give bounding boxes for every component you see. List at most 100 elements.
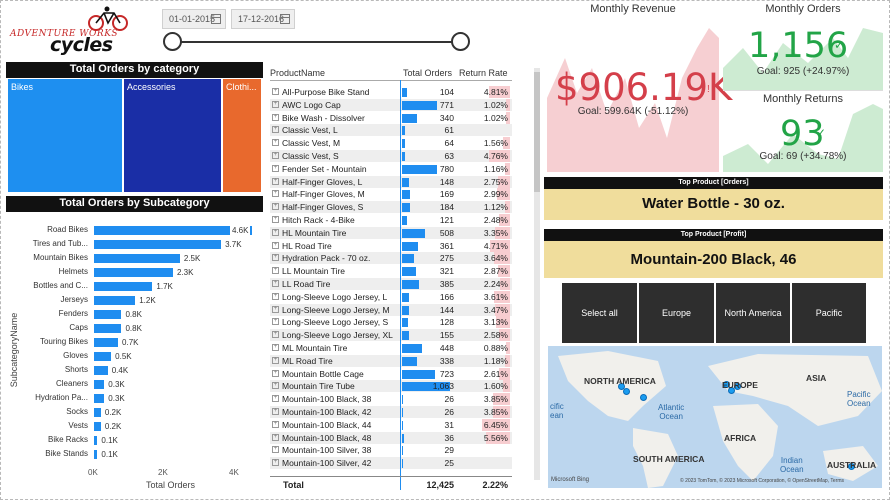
subcategory-bar[interactable] (94, 394, 105, 403)
expand-icon[interactable]: + (272, 152, 279, 159)
col-header-product[interactable]: ProductName (270, 68, 326, 78)
date-range-start-handle[interactable] (163, 32, 182, 51)
table-row[interactable]: + Fender Set - Mountain (270, 163, 512, 175)
map-pin-icon[interactable] (623, 388, 630, 395)
expand-icon[interactable]: + (272, 420, 279, 428)
table-row[interactable]: + All-Purpose Bike Stand (270, 86, 512, 98)
table-row[interactable]: + Bike Wash - Dissolver (270, 112, 512, 124)
table-row[interactable]: + Half-Finger Gloves, S (270, 201, 512, 214)
table-row[interactable]: + Mountain Bottle Cage (270, 368, 512, 380)
table-row[interactable]: + Classic Vest, M (270, 137, 512, 149)
expand-icon[interactable]: + (272, 254, 279, 262)
subcategory-bar[interactable] (94, 338, 119, 347)
expand-icon[interactable]: + (272, 139, 279, 147)
expand-icon[interactable]: + (272, 164, 279, 172)
table-row[interactable]: + Hitch Rack - 4-Bike (270, 214, 512, 226)
treemap-tile-bikes[interactable]: Bikes (8, 79, 122, 192)
col-header-orders[interactable]: Total Orders (403, 68, 453, 78)
expand-icon[interactable]: + (272, 356, 279, 364)
subcategory-bar[interactable] (94, 310, 122, 319)
world-map[interactable]: NORTH AMERICA EUROPE ASIA AFRICA SOUTH A… (548, 346, 882, 488)
subcategory-bar[interactable] (94, 408, 101, 417)
region-pacific-button[interactable]: Pacific (792, 283, 866, 343)
expand-icon[interactable]: + (272, 100, 279, 108)
expand-icon[interactable]: + (272, 382, 279, 390)
expand-icon[interactable]: + (272, 433, 279, 441)
table-row[interactable]: + Half-Finger Gloves, L (270, 175, 512, 188)
expand-icon[interactable]: + (272, 446, 279, 454)
calendar-icon[interactable] (280, 14, 290, 24)
date-range-slider-track[interactable] (172, 41, 460, 43)
subcategory-bar[interactable] (94, 422, 101, 431)
expand-icon[interactable]: + (272, 459, 279, 467)
subcategory-bar[interactable] (94, 352, 112, 361)
map-pin-icon[interactable] (848, 463, 855, 470)
table-row[interactable]: + Hydration Pack - 70 oz. (270, 252, 512, 265)
table-row[interactable]: + Long-Sleeve Logo Jersey, M (270, 303, 512, 316)
table-row[interactable]: + Mountain-100 Black, 44 (270, 419, 512, 431)
map-copyright[interactable]: © 2023 TomTom, © 2023 Microsoft Corporat… (680, 478, 844, 484)
subcategory-bar[interactable] (94, 380, 105, 389)
table-row[interactable]: + Long-Sleeve Logo Jersey, L (270, 291, 512, 303)
subcategory-bar[interactable] (94, 254, 180, 263)
table-row[interactable]: + Mountain-100 Black, 42 (270, 406, 512, 418)
table-row[interactable]: + Classic Vest, L (270, 124, 512, 137)
calendar-icon[interactable] (211, 14, 221, 24)
expand-icon[interactable]: + (272, 280, 279, 287)
table-row[interactable]: + Mountain Tire Tube (270, 380, 512, 393)
table-row[interactable]: + Half-Finger Gloves, M (270, 188, 512, 200)
table-row[interactable]: + Classic Vest, S (270, 150, 512, 162)
map-pin-icon[interactable] (723, 381, 730, 388)
start-date-input[interactable]: 01-01-2015 (162, 9, 226, 29)
table-row[interactable]: + Mountain-100 Silver, 38 (270, 444, 512, 456)
table-row[interactable]: + ML Mountain Tire (270, 342, 512, 354)
expand-icon[interactable]: + (272, 203, 279, 211)
table-row[interactable]: + AWC Logo Cap (270, 98, 512, 111)
subcategory-bar[interactable] (94, 366, 108, 375)
subcategory-bar[interactable] (94, 436, 98, 445)
expand-icon[interactable]: + (272, 305, 279, 313)
bing-attribution[interactable]: Microsoft Bing (551, 477, 590, 483)
expand-icon[interactable]: + (272, 126, 279, 134)
treemap-tile-accessories[interactable]: Accessories (124, 79, 221, 192)
table-row[interactable]: + Long-Sleeve Logo Jersey, XL (270, 329, 512, 342)
map-pin-icon[interactable] (640, 394, 647, 401)
expand-icon[interactable]: + (272, 369, 279, 377)
expand-icon[interactable]: + (272, 216, 279, 223)
expand-icon[interactable]: + (272, 190, 279, 198)
region-select-all-button[interactable]: Select all (562, 283, 637, 343)
subcategory-bar[interactable] (94, 226, 252, 235)
date-range-end-handle[interactable] (451, 32, 470, 51)
table-row[interactable]: + HL Mountain Tire (270, 226, 512, 239)
expand-icon[interactable]: + (272, 408, 279, 415)
table-row[interactable]: + Long-Sleeve Logo Jersey, S (270, 316, 512, 328)
subcategory-bar[interactable] (94, 296, 136, 305)
table-row[interactable]: + LL Road Tire (270, 278, 512, 290)
map-pin-icon[interactable] (618, 383, 625, 390)
end-date-input[interactable]: 17-12-2016 (231, 9, 295, 29)
expand-icon[interactable]: + (272, 267, 279, 275)
expand-icon[interactable]: + (272, 177, 279, 185)
expand-icon[interactable]: + (272, 292, 279, 300)
subcategory-bar[interactable] (94, 240, 222, 249)
col-header-return[interactable]: Return Rate (459, 68, 508, 78)
expand-icon[interactable]: + (272, 395, 279, 403)
subcategory-bar[interactable] (94, 450, 98, 459)
map-pin-icon[interactable] (728, 387, 735, 394)
expand-icon[interactable]: + (272, 331, 279, 339)
treemap-tile-clothing[interactable]: Clothi... (223, 79, 261, 192)
table-row[interactable]: + LL Mountain Tire (270, 265, 512, 277)
scrollbar-thumb[interactable] (534, 72, 540, 192)
expand-icon[interactable]: + (272, 241, 279, 249)
table-row[interactable]: + Mountain-100 Black, 48 (270, 431, 512, 444)
table-row[interactable]: + HL Road Tire (270, 240, 512, 252)
expand-icon[interactable]: + (272, 113, 279, 121)
expand-icon[interactable]: + (272, 88, 279, 95)
table-row[interactable]: + ML Road Tire (270, 354, 512, 367)
subcategory-bar[interactable] (94, 282, 153, 291)
table-row[interactable]: + Mountain-100 Black, 38 (270, 393, 512, 405)
region-europe-button[interactable]: Europe (639, 283, 714, 343)
expand-icon[interactable]: + (272, 318, 279, 326)
table-row[interactable]: + Mountain-100 Silver, 42 (270, 457, 512, 470)
expand-icon[interactable]: + (272, 228, 279, 236)
